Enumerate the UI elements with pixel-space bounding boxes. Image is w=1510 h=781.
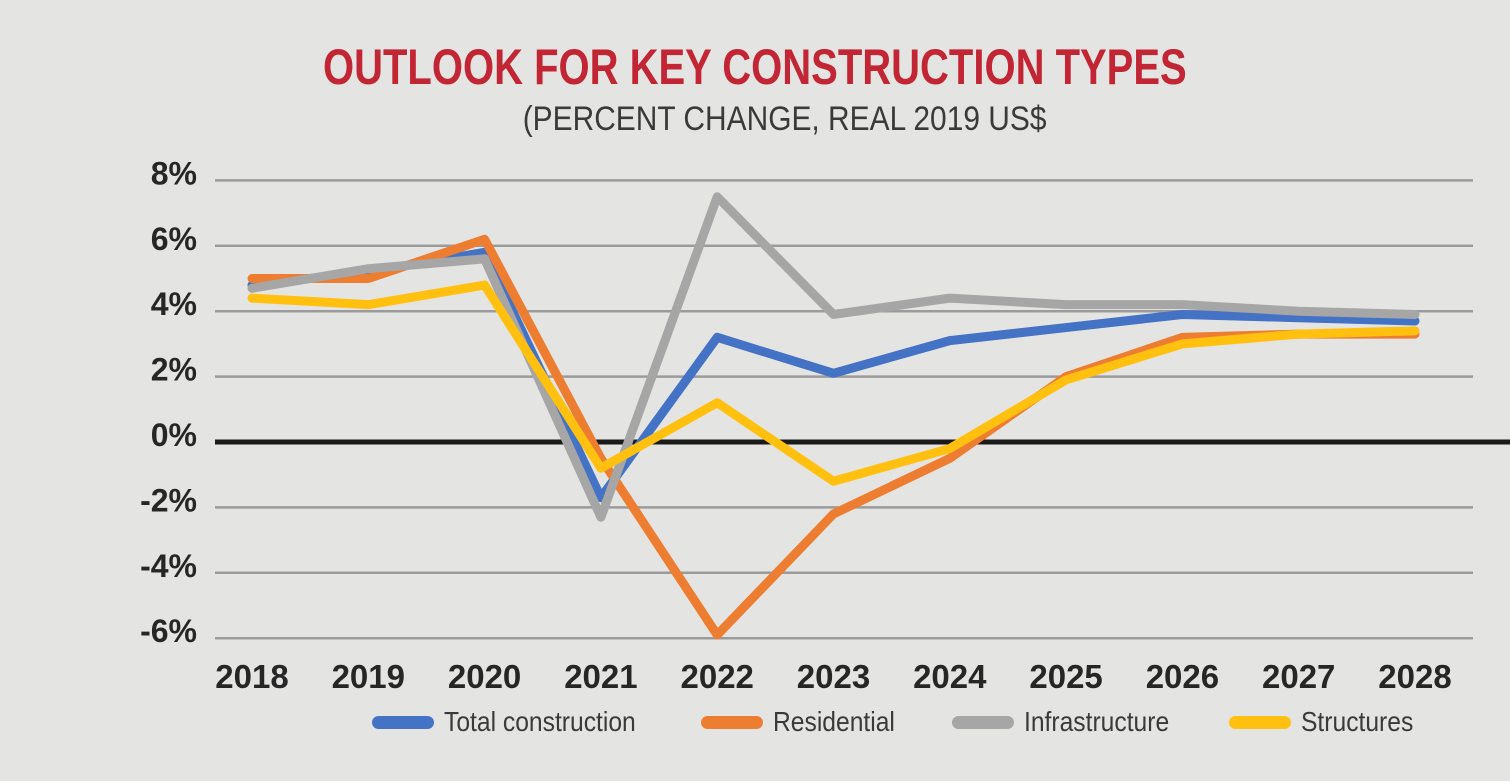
y-axis-tick-label: 8% — [151, 155, 197, 191]
legend-marker-icon — [371, 715, 434, 729]
chart-title: OUTLOOK FOR KEY CONSTRUCTION TYPES — [323, 39, 1187, 95]
legend-item-total-construction: Total construction — [371, 706, 662, 738]
y-axis-tick-label: -4% — [140, 548, 197, 584]
x-axis-tick-label: 2028 — [1378, 658, 1451, 695]
x-axis-tick-label: 2021 — [564, 658, 637, 695]
y-axis-tick-label: -6% — [140, 613, 197, 649]
series-line-infrastructure — [247, 192, 1420, 522]
series-line-structures — [247, 280, 1420, 486]
y-axis-tick-label: 2% — [151, 352, 197, 388]
chart-legend: Total construction Residential Infrastruct… — [300, 706, 1500, 738]
x-axis-tick-label: 2027 — [1262, 658, 1335, 695]
legend-item-infrastructure: Infrastructure — [951, 706, 1189, 738]
legend-item-structures: Structures — [1228, 706, 1429, 738]
y-axis-tick-label: 4% — [151, 286, 197, 322]
legend-marker-icon — [951, 715, 1014, 729]
series-line-total-construction — [247, 247, 1420, 503]
x-axis-tick-label: 2025 — [1029, 658, 1102, 695]
x-axis-tick-label: 2018 — [215, 658, 288, 695]
x-axis-tick-label: 2023 — [797, 658, 870, 695]
x-axis-tick-label: 2024 — [913, 658, 987, 695]
legend-marker-icon — [1228, 715, 1291, 729]
x-axis-tick-label: 2026 — [1146, 658, 1219, 695]
y-axis-tick-label: 0% — [151, 417, 197, 453]
legend-label: Structures — [1300, 706, 1414, 737]
x-axis-tick-label: 2019 — [332, 658, 405, 695]
legend-label: Infrastructure — [1023, 706, 1170, 737]
legend-label: Residential — [773, 706, 896, 737]
chart-subtitle: (PERCENT CHANGE, REAL 2019 US$ — [523, 100, 1047, 138]
x-axis-tick-label: 2020 — [448, 658, 521, 695]
legend-marker-icon — [701, 715, 764, 729]
y-axis-tick-label: 6% — [151, 221, 197, 257]
x-axis-tick-label: 2022 — [680, 658, 753, 695]
legend-label: Total construction — [443, 706, 636, 737]
y-axis-tick-label: -2% — [140, 482, 197, 518]
legend-item-residential: Residential — [701, 706, 912, 738]
